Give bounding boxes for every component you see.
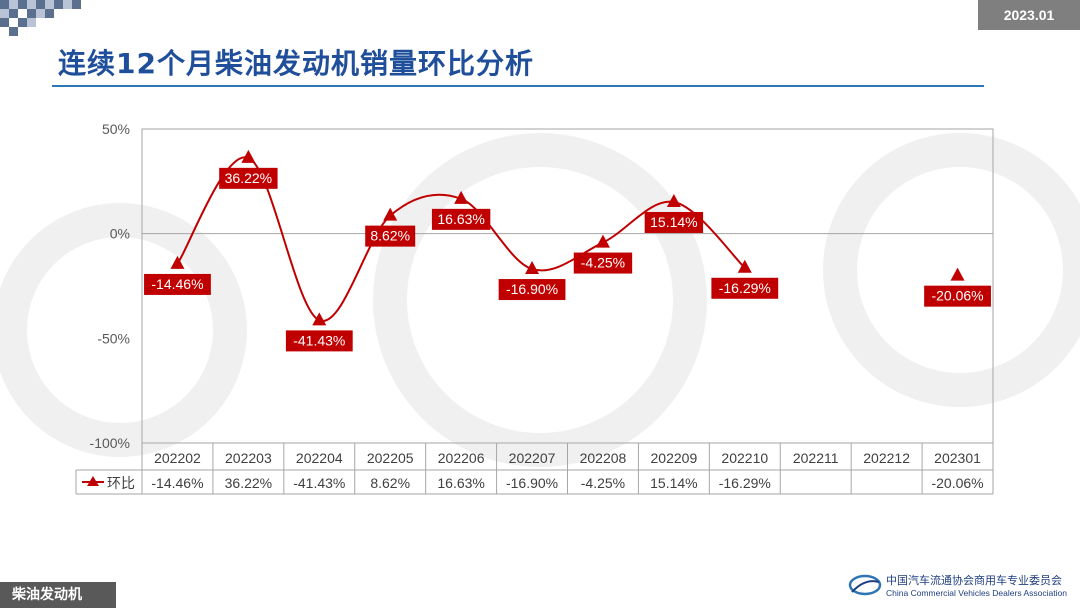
association-name-cn: 中国汽车流通协会商用车专业委员会 <box>886 574 1062 587</box>
table-value-cell: 36.22% <box>225 475 272 491</box>
table-value-cell: 16.63% <box>437 475 484 491</box>
data-label-box <box>924 285 991 307</box>
data-label-box <box>711 277 779 299</box>
table-value-cell: 8.62% <box>370 475 410 491</box>
data-label-box <box>365 225 416 247</box>
y-tick-label: 0% <box>110 226 130 242</box>
data-label: -20.06% <box>931 288 983 304</box>
table-value-cell: -14.46% <box>151 475 203 491</box>
page-title: 连续12个月柴油发动机销量环比分析 <box>58 47 534 80</box>
association-name-en: China Commercial Vehicles Dealers Associ… <box>886 588 1067 598</box>
legend-marker <box>87 476 99 486</box>
data-point <box>666 193 681 207</box>
data-label-box <box>573 252 633 274</box>
x-tick-label: 202207 <box>509 450 556 466</box>
date-badge: 2023.01 <box>978 0 1080 30</box>
table-value-cell: -4.25% <box>581 475 625 491</box>
data-label: 36.22% <box>225 170 272 186</box>
data-label-box <box>285 330 353 352</box>
x-tick-label: 202206 <box>438 450 485 466</box>
data-label: 16.63% <box>437 211 484 227</box>
x-tick-label: 202203 <box>225 450 272 466</box>
section-label: 柴油发动机 <box>0 582 116 608</box>
title-underline <box>52 85 984 87</box>
data-point <box>595 234 610 248</box>
y-tick-label: -50% <box>97 330 130 346</box>
x-tick-label: 202212 <box>863 450 910 466</box>
data-label: -14.46% <box>151 276 203 292</box>
data-label-box <box>144 273 211 295</box>
x-tick-label: 202211 <box>793 450 839 466</box>
data-label: -16.90% <box>506 281 558 297</box>
data-label: 15.14% <box>650 214 697 230</box>
data-label-box <box>219 167 278 189</box>
data-point <box>241 149 256 163</box>
table-value-cell: -20.06% <box>931 475 983 491</box>
data-point <box>950 267 965 281</box>
table-value-cell: 15.14% <box>650 475 697 491</box>
table-value-cell: -16.29% <box>719 475 771 491</box>
data-point <box>312 312 327 326</box>
x-tick-label: 202209 <box>651 450 698 466</box>
x-tick-label: 202301 <box>934 450 981 466</box>
corner-decoration <box>0 0 81 36</box>
data-label: -16.29% <box>719 280 771 296</box>
data-point <box>454 190 469 204</box>
data-label: 8.62% <box>370 228 410 244</box>
data-point <box>525 261 540 275</box>
y-tick-label: 50% <box>102 121 130 137</box>
data-point <box>383 207 398 221</box>
data-point <box>170 255 185 269</box>
data-point <box>737 259 752 273</box>
x-tick-label: 202202 <box>154 450 201 466</box>
x-tick-label: 202210 <box>721 450 768 466</box>
data-label-box <box>431 208 491 230</box>
x-tick-label: 202208 <box>580 450 627 466</box>
data-label-box <box>498 279 566 301</box>
association-logo-block: 中国汽车流通协会商用车专业委员会 China Commercial Vehicl… <box>848 570 1068 602</box>
table-value-cell: -16.90% <box>506 475 558 491</box>
x-tick-label: 202204 <box>296 450 343 466</box>
x-tick-label: 202205 <box>367 450 414 466</box>
association-logo-icon <box>848 574 882 596</box>
data-label-box <box>644 211 704 233</box>
y-tick-label: -100% <box>90 435 130 451</box>
legend-label: 环比 <box>107 476 135 492</box>
data-label: -4.25% <box>581 255 625 271</box>
data-label: -41.43% <box>293 332 345 348</box>
table-value-cell: -41.43% <box>293 475 345 491</box>
